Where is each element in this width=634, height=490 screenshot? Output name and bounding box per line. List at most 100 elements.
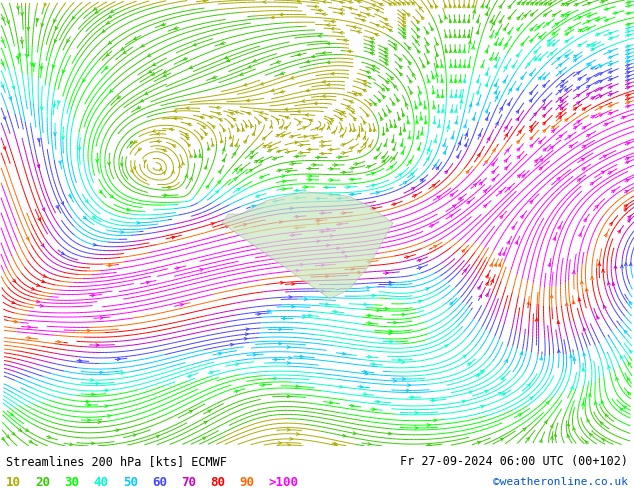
FancyArrowPatch shape xyxy=(521,215,523,219)
FancyArrowPatch shape xyxy=(436,167,439,170)
FancyArrowPatch shape xyxy=(287,428,290,431)
FancyArrowPatch shape xyxy=(262,137,266,140)
FancyArrowPatch shape xyxy=(449,5,452,8)
FancyArrowPatch shape xyxy=(372,69,375,72)
FancyArrowPatch shape xyxy=(351,167,354,170)
FancyArrowPatch shape xyxy=(37,284,39,286)
FancyArrowPatch shape xyxy=(93,216,96,219)
FancyArrowPatch shape xyxy=(27,27,30,30)
FancyArrowPatch shape xyxy=(252,205,255,208)
FancyArrowPatch shape xyxy=(95,10,98,13)
FancyArrowPatch shape xyxy=(247,99,249,102)
FancyArrowPatch shape xyxy=(437,95,439,98)
FancyArrowPatch shape xyxy=(86,400,89,403)
FancyArrowPatch shape xyxy=(560,85,563,88)
FancyArrowPatch shape xyxy=(185,175,188,178)
Polygon shape xyxy=(222,192,393,299)
FancyArrowPatch shape xyxy=(133,167,136,170)
FancyArrowPatch shape xyxy=(225,56,228,58)
FancyArrowPatch shape xyxy=(433,121,436,124)
FancyArrowPatch shape xyxy=(413,195,416,197)
FancyArrowPatch shape xyxy=(566,15,569,17)
FancyArrowPatch shape xyxy=(6,435,9,438)
FancyArrowPatch shape xyxy=(269,125,273,128)
FancyArrowPatch shape xyxy=(316,127,318,130)
FancyArrowPatch shape xyxy=(489,35,492,38)
FancyArrowPatch shape xyxy=(200,116,204,119)
FancyArrowPatch shape xyxy=(333,442,337,445)
FancyArrowPatch shape xyxy=(427,424,430,426)
FancyArrowPatch shape xyxy=(464,144,467,147)
FancyArrowPatch shape xyxy=(105,389,108,392)
FancyArrowPatch shape xyxy=(108,264,112,267)
FancyArrowPatch shape xyxy=(494,84,496,87)
FancyArrowPatch shape xyxy=(578,78,581,80)
FancyArrowPatch shape xyxy=(428,80,430,83)
FancyArrowPatch shape xyxy=(507,241,509,245)
FancyArrowPatch shape xyxy=(292,283,294,285)
FancyArrowPatch shape xyxy=(134,140,137,143)
FancyArrowPatch shape xyxy=(247,112,250,115)
FancyArrowPatch shape xyxy=(353,432,356,435)
FancyArrowPatch shape xyxy=(592,49,595,51)
FancyArrowPatch shape xyxy=(579,234,581,237)
FancyArrowPatch shape xyxy=(413,74,415,76)
FancyArrowPatch shape xyxy=(250,151,254,154)
FancyArrowPatch shape xyxy=(417,136,419,139)
FancyArrowPatch shape xyxy=(474,184,476,187)
FancyArrowPatch shape xyxy=(32,64,36,67)
FancyArrowPatch shape xyxy=(574,108,577,110)
FancyArrowPatch shape xyxy=(41,66,43,70)
FancyArrowPatch shape xyxy=(583,146,586,148)
FancyArrowPatch shape xyxy=(330,235,333,237)
FancyArrowPatch shape xyxy=(263,0,266,3)
FancyArrowPatch shape xyxy=(370,128,372,131)
FancyArrowPatch shape xyxy=(394,85,397,88)
FancyArrowPatch shape xyxy=(484,190,487,193)
FancyArrowPatch shape xyxy=(296,196,299,199)
FancyArrowPatch shape xyxy=(157,132,160,135)
FancyArrowPatch shape xyxy=(386,81,389,84)
FancyArrowPatch shape xyxy=(231,343,233,346)
FancyArrowPatch shape xyxy=(1,437,4,441)
FancyArrowPatch shape xyxy=(25,54,28,57)
FancyArrowPatch shape xyxy=(420,179,424,182)
FancyArrowPatch shape xyxy=(358,150,361,153)
FancyArrowPatch shape xyxy=(350,101,353,103)
FancyArrowPatch shape xyxy=(141,99,144,102)
FancyArrowPatch shape xyxy=(574,55,577,58)
FancyArrowPatch shape xyxy=(190,155,193,158)
FancyArrowPatch shape xyxy=(287,345,290,348)
FancyArrowPatch shape xyxy=(363,136,366,140)
FancyArrowPatch shape xyxy=(354,94,357,96)
FancyArrowPatch shape xyxy=(498,264,501,267)
FancyArrowPatch shape xyxy=(103,29,105,32)
FancyArrowPatch shape xyxy=(145,92,148,95)
FancyArrowPatch shape xyxy=(463,125,466,128)
FancyArrowPatch shape xyxy=(538,141,541,144)
FancyArrowPatch shape xyxy=(70,443,73,446)
FancyArrowPatch shape xyxy=(131,141,133,144)
FancyArrowPatch shape xyxy=(209,116,212,119)
FancyArrowPatch shape xyxy=(432,184,435,187)
FancyArrowPatch shape xyxy=(607,282,610,285)
FancyArrowPatch shape xyxy=(12,301,15,304)
FancyArrowPatch shape xyxy=(530,28,533,31)
FancyArrowPatch shape xyxy=(309,119,313,122)
FancyArrowPatch shape xyxy=(200,269,203,271)
FancyArrowPatch shape xyxy=(327,42,330,45)
FancyArrowPatch shape xyxy=(559,105,562,108)
FancyArrowPatch shape xyxy=(504,66,507,69)
FancyArrowPatch shape xyxy=(492,178,495,181)
FancyArrowPatch shape xyxy=(420,102,422,105)
FancyArrowPatch shape xyxy=(306,89,309,92)
FancyArrowPatch shape xyxy=(489,264,492,267)
FancyArrowPatch shape xyxy=(569,145,573,148)
FancyArrowPatch shape xyxy=(403,21,406,24)
FancyArrowPatch shape xyxy=(231,125,235,128)
FancyArrowPatch shape xyxy=(403,14,406,17)
FancyArrowPatch shape xyxy=(372,172,375,175)
FancyArrowPatch shape xyxy=(157,140,160,143)
FancyArrowPatch shape xyxy=(30,63,33,66)
FancyArrowPatch shape xyxy=(25,429,29,431)
